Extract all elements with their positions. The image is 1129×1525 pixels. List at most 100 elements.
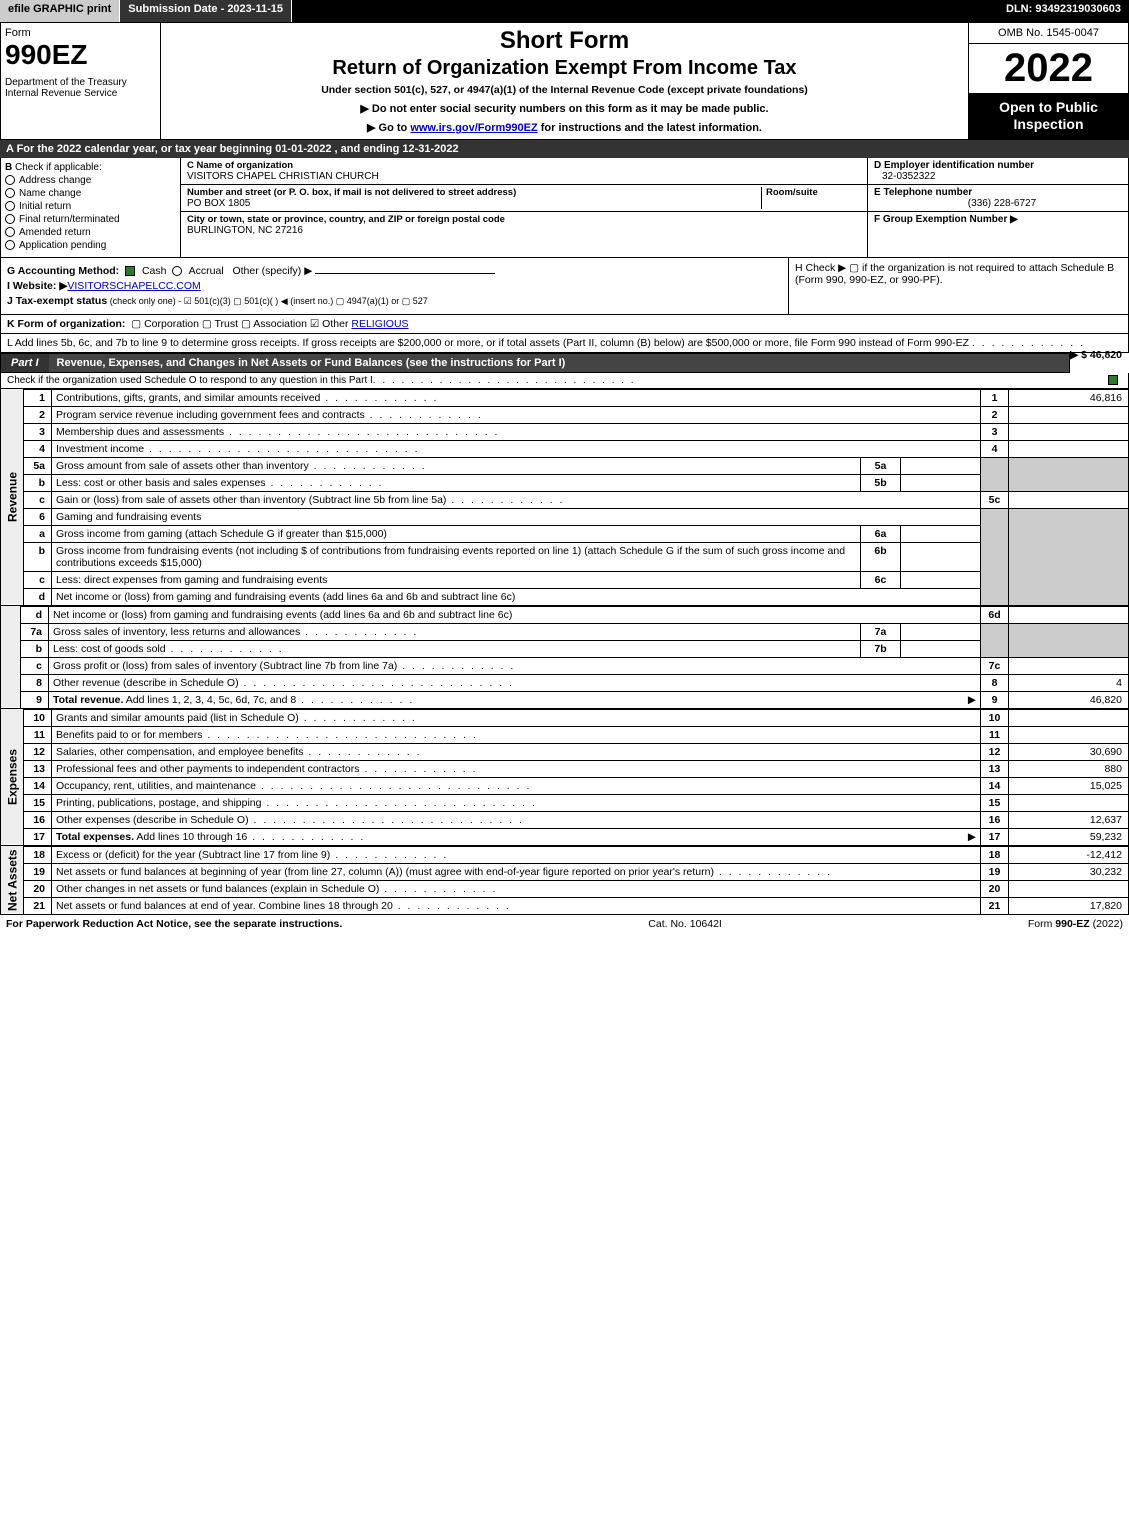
side-revenue: Revenue <box>1 389 24 605</box>
val-8: 4 <box>1009 674 1129 691</box>
title-sub: Under section 501(c), 527, or 4947(a)(1)… <box>165 84 964 96</box>
b-text: Check if applicable: <box>15 162 102 173</box>
val-5a <box>901 457 981 474</box>
val-3 <box>1009 423 1129 440</box>
val-6d <box>1009 606 1129 623</box>
ghij-left: G Accounting Method: Cash Accrual Other … <box>1 258 788 314</box>
footer-catno: Cat. No. 10642I <box>342 918 1028 930</box>
section-bcdef: B Check if applicable: Address change Na… <box>0 158 1129 258</box>
val-6b <box>901 542 981 571</box>
top-bar: efile GRAPHIC print Submission Date - 20… <box>0 0 1129 22</box>
c-street-label: Number and street (or P. O. box, if mail… <box>187 187 761 198</box>
title-short-form: Short Form <box>165 27 964 55</box>
page-footer: For Paperwork Reduction Act Notice, see … <box>0 915 1129 933</box>
side-netassets: Net Assets <box>1 846 24 914</box>
form-number: 990EZ <box>5 39 156 71</box>
part1-sub: Check if the organization used Schedule … <box>0 373 1129 389</box>
chk-address-change[interactable]: Address change <box>5 175 176 186</box>
col-def: D Employer identification number 32-0352… <box>868 158 1128 257</box>
header-left: Form 990EZ Department of the Treasury In… <box>1 23 161 139</box>
org-city: BURLINGTON, NC 27216 <box>187 225 861 236</box>
chk-accrual[interactable] <box>172 266 182 276</box>
col-c: C Name of organization VISITORS CHAPEL C… <box>181 158 868 257</box>
c-name-label: C Name of organization <box>187 160 861 171</box>
omb-number: OMB No. 1545-0047 <box>969 23 1128 44</box>
val-15 <box>1009 794 1129 811</box>
i-line: I Website: ▶VISITORSCHAPELCC.COM <box>7 280 782 292</box>
chk-cash[interactable] <box>125 266 135 276</box>
submission-date: Submission Date - 2023-11-15 <box>120 0 292 22</box>
row-a-tax-year: A For the 2022 calendar year, or tax yea… <box>0 140 1129 158</box>
val-5b <box>901 474 981 491</box>
expenses-table: Expenses 10 Grants and similar amounts p… <box>0 709 1129 846</box>
val-10 <box>1009 709 1129 726</box>
chk-application-pending[interactable]: Application pending <box>5 240 176 251</box>
col-b: B Check if applicable: Address change Na… <box>1 158 181 257</box>
c-city-label: City or town, state or province, country… <box>187 214 861 225</box>
val-20 <box>1009 880 1129 897</box>
val-5c <box>1009 491 1129 508</box>
telephone-value: (336) 228-6727 <box>874 198 1122 209</box>
d-label: D Employer identification number <box>874 160 1122 171</box>
topbar-spacer <box>292 0 998 22</box>
val-12: 30,690 <box>1009 743 1129 760</box>
part1-header: Part I Revenue, Expenses, and Changes in… <box>0 353 1070 373</box>
val-6c <box>901 571 981 588</box>
val-14: 15,025 <box>1009 777 1129 794</box>
revenue-table-2: d d Net income or (loss) from gaming and… <box>0 606 1129 709</box>
chk-final-return[interactable]: Final return/terminated <box>5 214 176 225</box>
org-street: PO BOX 1805 <box>187 198 761 209</box>
val-17: 59,232 <box>1009 828 1129 845</box>
website-link[interactable]: VISITORSCHAPELCC.COM <box>67 280 200 292</box>
row-l: L Add lines 5b, 6c, and 7b to line 9 to … <box>0 334 1129 353</box>
c-room-label: Room/suite <box>766 187 861 198</box>
footer-left: For Paperwork Reduction Act Notice, see … <box>6 918 342 930</box>
form-word: Form <box>5 27 156 39</box>
part1-title: Revenue, Expenses, and Changes in Net As… <box>49 354 1070 372</box>
header-middle: Short Form Return of Organization Exempt… <box>161 23 968 139</box>
row-k: K Form of organization: ▢ Corporation ▢ … <box>0 315 1129 334</box>
val-6a <box>901 525 981 542</box>
val-9: 46,820 <box>1009 691 1129 708</box>
val-11 <box>1009 726 1129 743</box>
l-text: L Add lines 5b, 6c, and 7b to line 9 to … <box>7 337 969 349</box>
row-ghij: G Accounting Method: Cash Accrual Other … <box>0 258 1129 315</box>
chk-schedule-o[interactable] <box>1108 375 1118 385</box>
b-checklist: Address change Name change Initial retur… <box>5 175 176 251</box>
dept-text: Department of the Treasury Internal Reve… <box>5 77 156 99</box>
val-7b <box>901 640 981 657</box>
revenue-table: Revenue 1 Contributions, gifts, grants, … <box>0 389 1129 606</box>
org-name: VISITORS CHAPEL CHRISTIAN CHURCH <box>187 171 861 182</box>
l-amount: ▶ $ 46,820 <box>1070 349 1122 361</box>
header-right: OMB No. 1545-0047 2022 Open to Public In… <box>968 23 1128 139</box>
f-label: F Group Exemption Number ▶ <box>874 214 1122 225</box>
chk-name-change[interactable]: Name change <box>5 188 176 199</box>
val-16: 12,637 <box>1009 811 1129 828</box>
val-21: 17,820 <box>1009 897 1129 914</box>
chk-amended-return[interactable]: Amended return <box>5 227 176 238</box>
k-other-link[interactable]: RELIGIOUS <box>351 318 408 330</box>
efile-print-button[interactable]: efile GRAPHIC print <box>0 0 120 22</box>
chk-initial-return[interactable]: Initial return <box>5 201 176 212</box>
open-inspection: Open to Public Inspection <box>969 93 1128 139</box>
val-2 <box>1009 406 1129 423</box>
tax-year: 2022 <box>969 44 1128 93</box>
irs-link[interactable]: www.irs.gov/Form990EZ <box>410 122 537 134</box>
j-line: J Tax-exempt status (check only one) - ☑… <box>7 295 782 307</box>
val-4 <box>1009 440 1129 457</box>
side-expenses: Expenses <box>1 709 24 845</box>
h-text: H Check ▶ ▢ if the organization is not r… <box>795 262 1114 286</box>
ein-value: 32-0352322 <box>874 171 1122 182</box>
val-7c <box>1009 657 1129 674</box>
dln-label: DLN: 93492319030603 <box>998 0 1129 22</box>
bullet-ssn: ▶ Do not enter social security numbers o… <box>165 102 964 115</box>
val-19: 30,232 <box>1009 863 1129 880</box>
footer-formref: Form 990-EZ (2022) <box>1028 918 1123 930</box>
val-13: 880 <box>1009 760 1129 777</box>
val-7a <box>901 623 981 640</box>
g-line: G Accounting Method: Cash Accrual Other … <box>7 265 782 277</box>
b-label: B <box>5 162 12 173</box>
netassets-table: Net Assets 18 Excess or (deficit) for th… <box>0 846 1129 915</box>
h-box: H Check ▶ ▢ if the organization is not r… <box>788 258 1128 314</box>
title-return: Return of Organization Exempt From Incom… <box>165 57 964 80</box>
